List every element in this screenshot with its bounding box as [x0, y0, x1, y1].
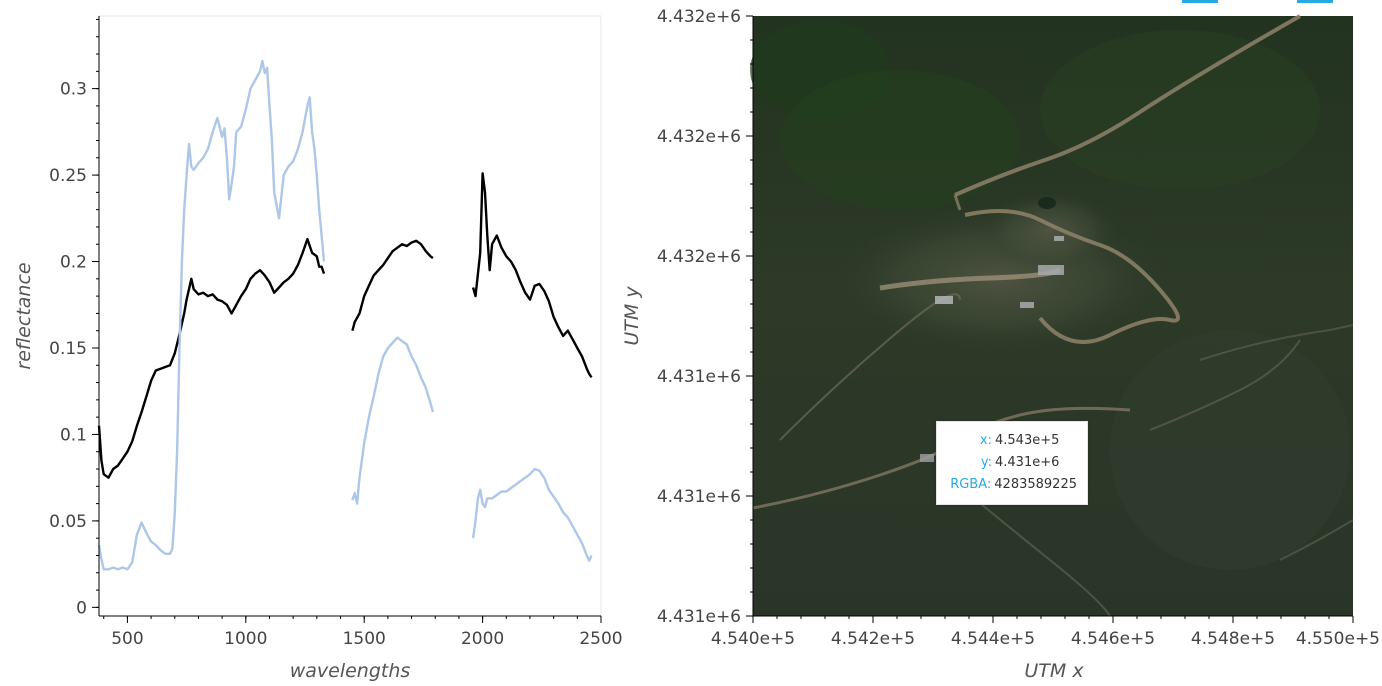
x-tick-label: 2500	[579, 629, 622, 649]
toolbar-tool-indicator-1[interactable]	[1182, 0, 1218, 3]
x-tick-label: 1500	[343, 629, 386, 649]
utm-y-tick-label: 4.432e+6	[657, 127, 741, 147]
aerial-image	[750, 14, 1354, 617]
series-1-segment-0	[97, 59, 326, 571]
utm-x-axis-title: UTM x	[1024, 660, 1084, 682]
x-axis-title: wavelengths	[290, 660, 411, 682]
hover-tooltip: x: 4.543e+5 y: 4.431e+6 RGBA: 4283589225	[936, 421, 1088, 505]
spectrum-axes: 0 0.05 0.1 0.15 0.2 0.25 0.3 500 1000 1500 2000 250…	[49, 16, 623, 649]
y-tick-label: 0.15	[49, 339, 87, 359]
y-tick-label: 0.05	[49, 512, 87, 532]
spectrum-lines	[97, 59, 593, 571]
x-tick-label: 1000	[224, 629, 267, 649]
tooltip-key: RGBA:	[950, 477, 992, 492]
utm-y-tick-label: 4.431e+6	[657, 487, 741, 507]
y-tick-label: 0.2	[60, 253, 87, 273]
y-tick-label: 0.25	[49, 166, 87, 186]
series-1-segment-2	[471, 467, 593, 562]
toolbar-tool-indicator-2[interactable]	[1297, 0, 1333, 3]
y-tick-label: 0.1	[60, 425, 87, 445]
utm-x-tick-label: 4.550e+5	[1296, 629, 1380, 649]
series-1-segment-1	[351, 336, 435, 505]
tooltip-value: 4.543e+5	[995, 433, 1060, 448]
utm-x-tick-label: 4.546e+5	[1071, 629, 1155, 649]
utm-y-tick-label: 4.432e+6	[657, 7, 741, 27]
utm-y-tick-label: 4.432e+6	[657, 247, 741, 267]
x-tick-label: 2000	[461, 629, 504, 649]
y-axis-title: reflectance	[13, 262, 35, 369]
tooltip-row: y: 4.431e+6	[947, 452, 1077, 474]
utm-y-axis-title: UTM y	[621, 286, 643, 346]
tooltip-key: x:	[979, 433, 992, 448]
x-tick-label: 500	[111, 629, 143, 649]
series-0-segment-0	[97, 237, 326, 479]
satellite-image-plot[interactable]: 4.540e+5 4.542e+5 4.544e+5 4.546e+5 4.548e+5…	[621, 7, 1380, 682]
tooltip-row: RGBA: 4283589225	[947, 474, 1077, 496]
tooltip-value: 4.431e+6	[995, 455, 1060, 470]
tooltip-row: x: 4.543e+5	[947, 430, 1077, 452]
y-tick-label: 0	[76, 598, 87, 618]
spectrum-plot[interactable]: 0 0.05 0.1 0.15 0.2 0.25 0.3 500 1000 1500 2000 250…	[13, 15, 623, 682]
series-0-segment-1	[351, 239, 434, 332]
series-0-segment-2	[471, 172, 593, 379]
utm-y-tick-label: 4.431e+6	[657, 367, 741, 387]
utm-x-tick-label: 4.548e+5	[1191, 629, 1275, 649]
utm-y-tick-label: 4.431e+6	[657, 607, 741, 627]
image-axes: 4.540e+5 4.542e+5 4.544e+5 4.546e+5 4.548e+5…	[657, 7, 1380, 649]
y-tick-label: 0.3	[60, 80, 87, 100]
utm-x-tick-label: 4.542e+5	[831, 629, 915, 649]
tooltip-value: 4283589225	[994, 477, 1077, 492]
utm-x-tick-label: 4.544e+5	[951, 629, 1035, 649]
tooltip-key: y:	[980, 455, 992, 470]
utm-x-tick-label: 4.540e+5	[711, 629, 795, 649]
